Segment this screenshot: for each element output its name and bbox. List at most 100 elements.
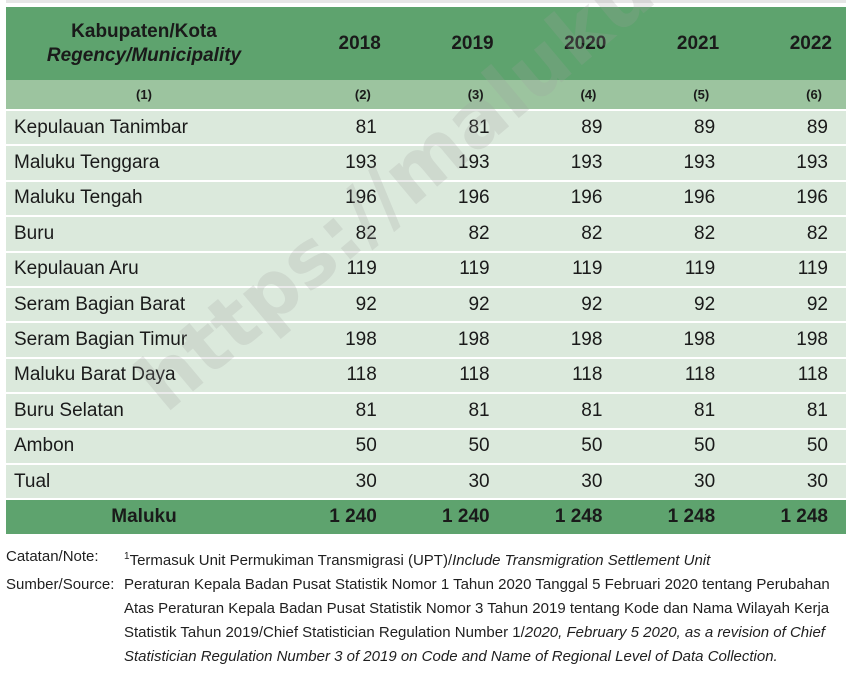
cell-value: 30 bbox=[733, 462, 846, 500]
note-text-en: Include Transmigration Settlement Unit bbox=[452, 552, 711, 569]
region-name: Maluku Tenggara bbox=[6, 144, 282, 181]
total-value: 1 248 bbox=[733, 498, 846, 535]
column-number: (1) bbox=[6, 80, 282, 110]
cell-value: 50 bbox=[620, 427, 734, 464]
year-header: 2019 bbox=[394, 7, 508, 80]
table-notes: Catatan/Note: 1Termasuk Unit Permukiman … bbox=[6, 545, 846, 669]
cell-value: 198 bbox=[620, 321, 734, 358]
region-label: Kabupaten/Kota bbox=[71, 20, 217, 42]
cell-value: 81 bbox=[282, 108, 395, 146]
cell-value: 198 bbox=[507, 321, 621, 358]
column-number: (3) bbox=[394, 80, 508, 110]
region-column-header: Kabupaten/Kota Regency/Municipality bbox=[6, 7, 282, 80]
cell-value: 198 bbox=[282, 321, 395, 358]
region-name: Seram Bagian Barat bbox=[6, 285, 282, 323]
cell-value: 89 bbox=[620, 108, 734, 146]
cell-value: 89 bbox=[733, 108, 846, 146]
cell-value: 193 bbox=[733, 144, 846, 181]
column-number: (5) bbox=[620, 80, 734, 110]
region-name: Kepulauan Aru bbox=[6, 250, 282, 287]
cell-value: 82 bbox=[733, 215, 846, 252]
cell-value: 81 bbox=[733, 392, 846, 429]
cell-value: 82 bbox=[282, 215, 395, 252]
note-label: Catatan/Note: bbox=[6, 548, 99, 565]
note-superscript: 1 bbox=[124, 551, 130, 562]
cell-value: 118 bbox=[394, 356, 508, 394]
cell-value: 50 bbox=[394, 427, 508, 464]
year-header: 2018 bbox=[282, 7, 395, 80]
cell-value: 193 bbox=[282, 144, 395, 181]
table-row: Buru Selatan 81 81 81 81 81 bbox=[6, 392, 846, 429]
cell-value: 89 bbox=[507, 108, 621, 146]
year-header: 2021 bbox=[620, 7, 734, 80]
cell-value: 196 bbox=[282, 179, 395, 217]
table-row: Seram Bagian Timur 198 198 198 198 198 bbox=[6, 321, 846, 358]
year-header: 2020 bbox=[507, 7, 621, 80]
column-number: (4) bbox=[507, 80, 621, 110]
cell-value: 30 bbox=[394, 462, 508, 500]
regency-table: Kabupaten/Kota Regency/Municipality 2018… bbox=[6, 7, 846, 535]
table-row: Ambon 50 50 50 50 50 bbox=[6, 427, 846, 464]
cell-value: 50 bbox=[282, 427, 395, 464]
cell-value: 92 bbox=[507, 285, 621, 323]
top-rule bbox=[6, 0, 846, 3]
cell-value: 81 bbox=[507, 392, 621, 429]
cell-value: 30 bbox=[282, 462, 395, 500]
note-text: 1Termasuk Unit Permukiman Transmigrasi (… bbox=[124, 545, 846, 573]
total-value: 1 248 bbox=[507, 498, 621, 535]
cell-value: 50 bbox=[507, 427, 621, 464]
cell-value: 119 bbox=[620, 250, 734, 287]
table-row: Tual 30 30 30 30 30 bbox=[6, 462, 846, 500]
source-label: Sumber/Source: bbox=[6, 576, 115, 593]
source-text-id: Peraturan Kepala Badan Pusat Statistik N… bbox=[124, 576, 830, 641]
region-name: Kepulauan Tanimbar bbox=[6, 108, 282, 146]
note-text-id: Termasuk Unit Permukiman Transmigrasi (U… bbox=[129, 552, 453, 569]
region-name: Tual bbox=[6, 462, 282, 500]
note-row: Catatan/Note: 1Termasuk Unit Permukiman … bbox=[6, 545, 846, 573]
cell-value: 193 bbox=[394, 144, 508, 181]
cell-value: 30 bbox=[507, 462, 621, 500]
cell-value: 198 bbox=[394, 321, 508, 358]
cell-value: 92 bbox=[282, 285, 395, 323]
region-name: Seram Bagian Timur bbox=[6, 321, 282, 358]
total-row: Maluku 1 240 1 240 1 248 1 248 1 248 bbox=[6, 498, 846, 535]
cell-value: 198 bbox=[733, 321, 846, 358]
column-number-row: (1) (2) (3) (4) (5) (6) bbox=[6, 80, 846, 110]
total-value: 1 240 bbox=[282, 498, 395, 535]
column-number: (2) bbox=[282, 80, 395, 110]
table-row: Seram Bagian Barat 92 92 92 92 92 bbox=[6, 285, 846, 323]
cell-value: 118 bbox=[282, 356, 395, 394]
cell-value: 92 bbox=[620, 285, 734, 323]
cell-value: 118 bbox=[620, 356, 734, 394]
region-name: Maluku Tengah bbox=[6, 179, 282, 217]
cell-value: 92 bbox=[733, 285, 846, 323]
table-row: Maluku Tenggara 193 193 193 193 193 bbox=[6, 144, 846, 181]
table-row: Buru 82 82 82 82 82 bbox=[6, 215, 846, 252]
total-label: Maluku bbox=[6, 498, 282, 535]
column-number: (6) bbox=[733, 80, 846, 110]
cell-value: 50 bbox=[733, 427, 846, 464]
cell-value: 193 bbox=[620, 144, 734, 181]
total-value: 1 240 bbox=[394, 498, 508, 535]
region-label-en: Regency/Municipality bbox=[46, 44, 242, 66]
source-row: Sumber/Source: Peraturan Kepala Badan Pu… bbox=[6, 573, 846, 669]
year-header: 2022 bbox=[733, 7, 846, 80]
cell-value: 118 bbox=[733, 356, 846, 394]
cell-value: 119 bbox=[733, 250, 846, 287]
region-name: Buru Selatan bbox=[6, 392, 282, 429]
table-header-row: Kabupaten/Kota Regency/Municipality 2018… bbox=[6, 7, 846, 80]
region-name: Buru bbox=[6, 215, 282, 252]
table-row: Maluku Tengah 196 196 196 196 196 bbox=[6, 179, 846, 217]
cell-value: 82 bbox=[394, 215, 508, 252]
cell-value: 30 bbox=[620, 462, 734, 500]
cell-value: 81 bbox=[620, 392, 734, 429]
cell-value: 81 bbox=[282, 392, 395, 429]
cell-value: 196 bbox=[507, 179, 621, 217]
cell-value: 81 bbox=[394, 108, 508, 146]
cell-value: 119 bbox=[282, 250, 395, 287]
cell-value: 92 bbox=[394, 285, 508, 323]
cell-value: 118 bbox=[507, 356, 621, 394]
source-text-en: 2020, February 5 2020, as a revision of … bbox=[124, 624, 825, 665]
cell-value: 82 bbox=[507, 215, 621, 252]
cell-value: 196 bbox=[620, 179, 734, 217]
